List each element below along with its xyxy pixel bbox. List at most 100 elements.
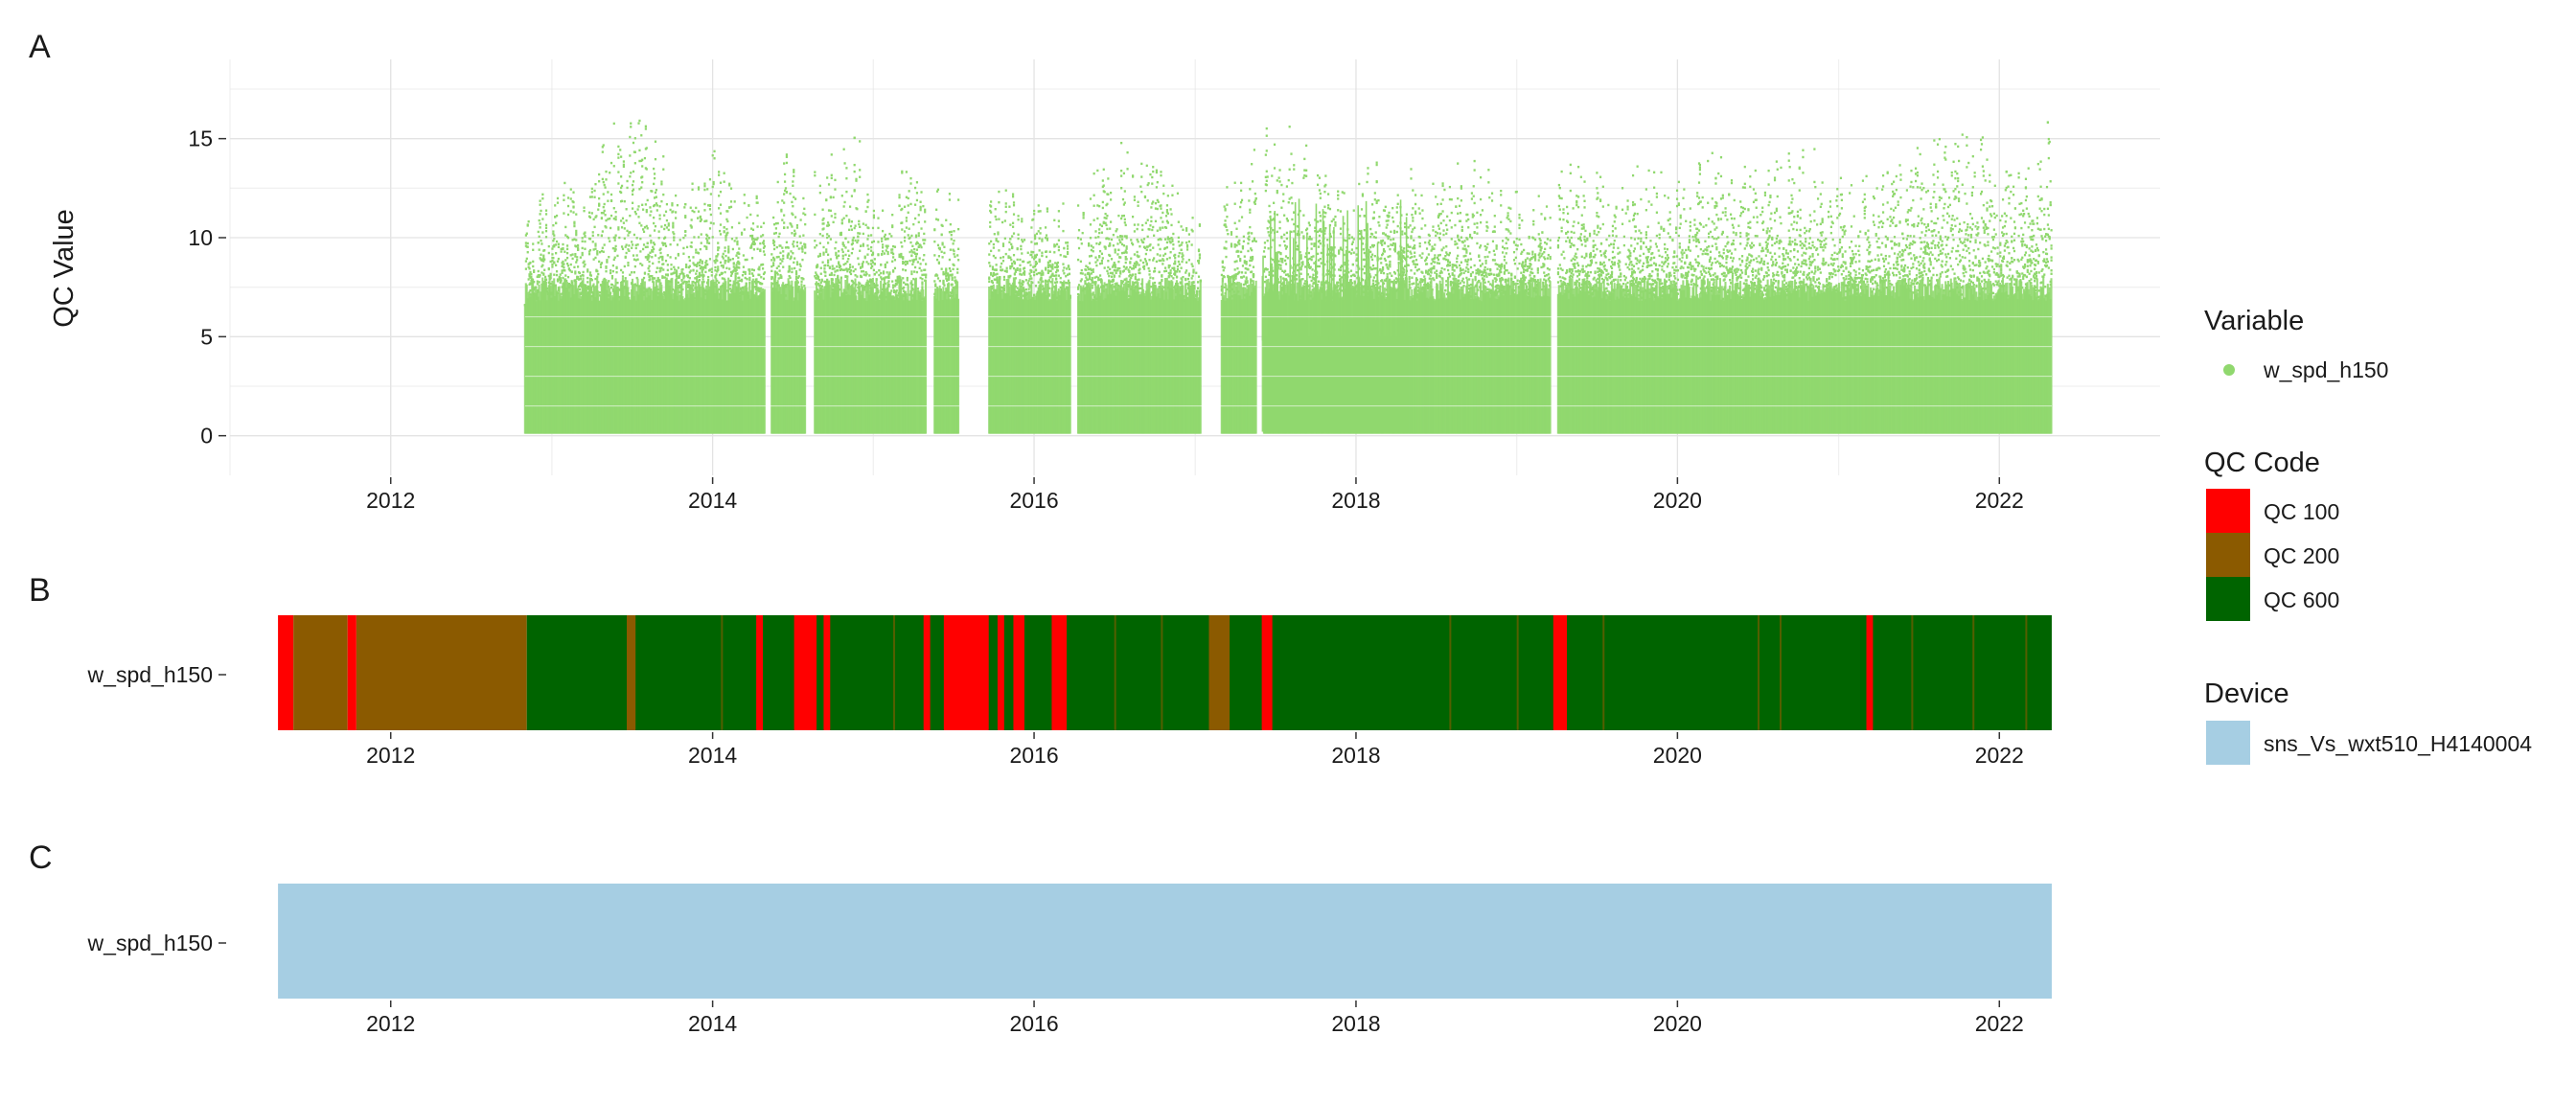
data-point <box>1319 192 1322 196</box>
data-point <box>571 239 574 242</box>
data-point <box>632 180 635 183</box>
data-point <box>749 234 752 238</box>
data-point <box>946 272 950 275</box>
data-point <box>837 274 840 278</box>
data-point <box>789 276 792 279</box>
data-point <box>1096 217 1099 220</box>
data-point <box>588 248 592 252</box>
data-point <box>700 218 702 221</box>
data-point <box>708 258 712 261</box>
data-point <box>1120 235 1124 238</box>
data-point <box>619 149 622 151</box>
data-point <box>1221 260 1224 263</box>
data-point <box>1106 269 1109 273</box>
data-point <box>583 260 586 263</box>
data-point <box>779 262 782 265</box>
data-point <box>1038 258 1041 262</box>
data-point <box>1118 275 1121 278</box>
data-point <box>1163 238 1167 241</box>
data-point <box>1153 266 1157 270</box>
data-point <box>699 259 702 262</box>
data-point <box>861 265 864 268</box>
data-point <box>552 256 555 260</box>
data-point <box>1139 185 1142 188</box>
data-point <box>653 182 656 186</box>
data-point <box>1174 273 1177 276</box>
data-point <box>1299 251 1301 254</box>
data-point <box>788 274 791 278</box>
data-point <box>603 209 606 213</box>
data-point <box>834 216 837 219</box>
data-point <box>998 190 1000 194</box>
data-point <box>1225 241 1228 243</box>
data-point <box>1033 270 1036 274</box>
data-point <box>703 219 706 223</box>
data-point <box>1140 239 1143 242</box>
data-point <box>681 288 684 291</box>
data-point <box>649 206 652 209</box>
data-point <box>1168 238 1171 241</box>
data-point <box>748 269 751 273</box>
data-point <box>540 253 542 256</box>
data-point <box>1220 273 1223 277</box>
data-point <box>804 243 807 246</box>
data-point <box>1318 176 1322 179</box>
data-point <box>662 168 665 171</box>
data-point <box>1114 265 1116 269</box>
data-point <box>665 218 669 222</box>
data-point <box>753 280 756 284</box>
data-point <box>1028 261 1031 264</box>
data-point <box>840 233 842 237</box>
data-point <box>1169 269 1172 272</box>
data-point <box>886 246 888 249</box>
data-point <box>685 264 688 266</box>
data-point <box>1264 189 1267 193</box>
data-point <box>658 266 661 270</box>
data-point <box>950 233 953 237</box>
data-point <box>898 204 901 208</box>
data-point <box>555 240 559 243</box>
data-point <box>1344 269 1346 272</box>
data-point <box>950 238 953 241</box>
data-point <box>1251 232 1254 235</box>
data-point <box>934 283 937 286</box>
data-point <box>656 209 658 212</box>
data-point <box>1131 242 1135 246</box>
data-point <box>1130 276 1133 280</box>
data-point <box>1302 237 1305 240</box>
data-point <box>663 223 667 227</box>
data-point <box>708 227 712 230</box>
data-point <box>1098 204 1101 208</box>
data-point <box>1125 237 1128 240</box>
data-point <box>683 275 686 278</box>
data-point <box>902 257 905 261</box>
data-point <box>954 255 956 258</box>
data-point <box>772 216 775 219</box>
data-point <box>829 196 832 198</box>
data-point <box>921 273 924 277</box>
data-point <box>557 257 560 261</box>
data-point <box>642 247 645 251</box>
data-point <box>566 204 570 208</box>
data-point <box>706 263 709 266</box>
data-point <box>540 271 543 274</box>
data-point <box>1221 279 1224 283</box>
data-point <box>919 207 922 210</box>
data-point <box>599 263 603 266</box>
data-point <box>716 279 719 283</box>
data-point <box>648 260 651 264</box>
data-point <box>1133 223 1137 226</box>
data-point <box>1046 237 1049 241</box>
data-point <box>821 234 824 238</box>
data-point <box>924 268 927 271</box>
data-point <box>622 160 625 163</box>
data-point <box>685 245 689 249</box>
data-point <box>1177 220 1180 223</box>
data-point <box>733 240 736 242</box>
data-point <box>1138 255 1140 258</box>
data-point <box>1062 202 1065 205</box>
data-point <box>851 242 854 245</box>
data-point <box>1048 250 1051 254</box>
data-point <box>1137 223 1139 226</box>
data-point <box>561 264 564 268</box>
